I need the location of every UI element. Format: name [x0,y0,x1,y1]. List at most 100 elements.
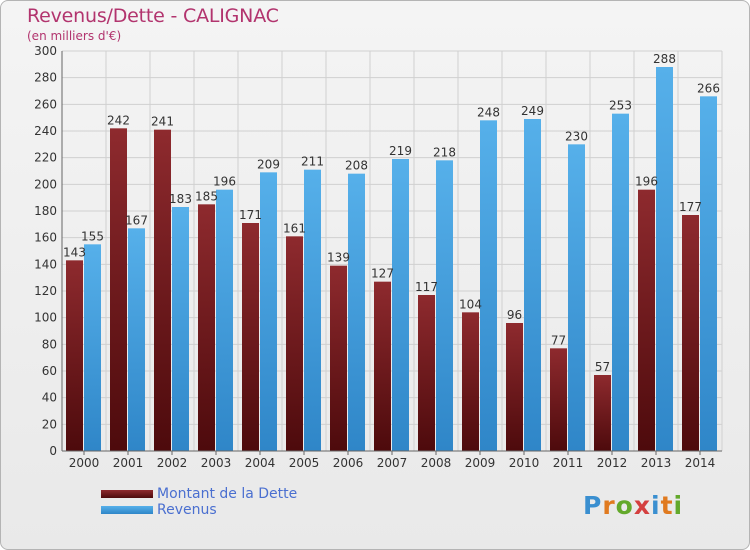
y-tick-label: 140 [34,257,57,271]
chart-title: Revenus/Dette - CALIGNAC [27,5,279,27]
y-tick-label: 120 [34,284,57,298]
bar-dette [638,189,655,451]
x-tick-label: 2010 [509,456,540,470]
x-tick-label: 2009 [465,456,496,470]
data-label-dette: 161 [283,221,306,235]
bar-dette [242,223,259,451]
data-label-revenus: 218 [433,145,456,159]
y-tick-label: 200 [34,177,57,191]
proxiti-logo: Proxiti [583,491,684,520]
data-label-dette: 77 [551,333,566,347]
data-label-dette: 104 [459,297,482,311]
bar-dette [550,348,567,451]
bar-dette [418,295,435,451]
y-tick-label: 260 [34,97,57,111]
bar-dette [198,204,215,451]
data-label-dette: 196 [635,175,658,189]
legend-swatch-revenus [101,506,153,514]
bar-revenus [524,119,541,451]
data-label-revenus: 208 [345,159,368,173]
data-label-revenus: 249 [521,104,544,118]
y-tick-label: 40 [42,391,57,405]
y-tick-label: 80 [42,337,57,351]
bar-dette [110,128,127,451]
data-label-dette: 139 [327,251,350,265]
y-tick-label: 300 [34,44,57,58]
y-tick-label: 220 [34,151,57,165]
data-label-dette: 127 [371,267,394,281]
bar-dette [330,265,347,451]
y-tick-label: 100 [34,311,57,325]
data-label-revenus: 196 [213,175,236,189]
y-tick-label: 280 [34,71,57,85]
x-tick-label: 2003 [201,456,232,470]
bar-dette [66,260,83,451]
chart-subtitle: (en milliers d'€) [27,29,122,43]
data-label-dette: 143 [63,245,86,259]
legend-swatch-dette [101,490,153,498]
data-label-revenus: 211 [301,155,324,169]
y-tick-label: 20 [42,417,57,431]
bar-revenus [700,96,717,451]
data-label-revenus: 230 [565,129,588,143]
bar-revenus [392,159,409,451]
x-tick-label: 2008 [421,456,452,470]
data-label-dette: 177 [679,200,702,214]
bar-dette [682,215,699,451]
data-label-revenus: 248 [477,105,500,119]
y-tick-label: 160 [34,231,57,245]
legend-label-revenus: Revenus [157,502,217,518]
x-tick-label: 2004 [245,456,276,470]
bar-revenus [348,173,365,451]
data-label-revenus: 183 [169,192,192,206]
y-tick-label: 180 [34,204,57,218]
data-label-revenus: 253 [609,99,632,113]
x-tick-label: 2014 [685,456,716,470]
data-label-revenus: 266 [697,81,720,95]
bar-revenus [128,228,145,451]
bar-revenus [84,244,101,451]
data-label-dette: 96 [507,308,522,322]
bar-dette [154,129,171,451]
x-tick-label: 2012 [597,456,628,470]
x-tick-label: 2005 [289,456,320,470]
bar-revenus [612,113,629,452]
x-tick-label: 2013 [641,456,672,470]
y-tick-label: 0 [49,444,57,458]
bar-dette [594,375,611,451]
bar-revenus [436,160,453,452]
bar-revenus [216,189,233,451]
data-label-dette: 57 [595,360,610,374]
x-tick-label: 2001 [113,456,144,470]
x-tick-label: 2007 [377,456,408,470]
bar-revenus [304,169,321,451]
legend-label-dette: Montant de la Dette [157,486,298,502]
data-label-dette: 117 [415,280,438,294]
bar-revenus [568,144,585,452]
x-tick-label: 2006 [333,456,364,470]
bar-revenus [480,120,497,451]
data-label-dette: 241 [151,115,174,129]
bar-revenus [656,67,673,451]
data-label-dette: 185 [195,189,218,203]
bar-dette [374,281,391,451]
x-tick-label: 2002 [157,456,188,470]
data-label-revenus: 167 [125,213,148,227]
bar-dette [506,323,523,451]
data-label-revenus: 155 [81,229,104,243]
data-label-revenus: 209 [257,157,280,171]
x-tick-label: 2000 [69,456,100,470]
data-label-dette: 242 [107,113,130,127]
x-tick-label: 2011 [553,456,584,470]
y-tick-label: 60 [42,364,57,378]
data-label-dette: 171 [239,208,262,222]
bar-dette [286,236,303,451]
data-label-revenus: 219 [389,144,412,158]
bar-dette [462,312,479,451]
data-label-revenus: 288 [653,52,676,66]
bar-revenus [260,172,277,452]
bar-revenus [172,207,189,451]
y-tick-label: 240 [34,124,57,138]
